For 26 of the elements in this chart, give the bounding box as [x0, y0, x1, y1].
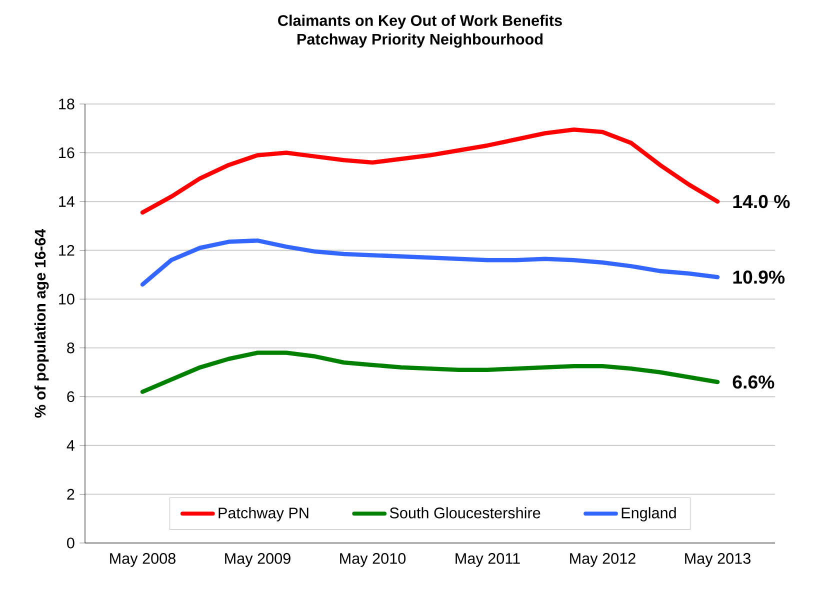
- chart-title: Claimants on Key Out of Work Benefits: [278, 14, 562, 29]
- y-tick-label: 8: [67, 342, 74, 354]
- annotation: 10.9%: [733, 270, 785, 284]
- x-tick-label: May 2012: [570, 553, 636, 567]
- y-tick-label: 4: [66, 440, 74, 451]
- x-tick-label: May 2013: [685, 553, 750, 567]
- x-tick-label: May 2009: [225, 553, 290, 567]
- legend-label: South Gloucestershire: [390, 507, 540, 518]
- y-axis-title: % of population age 16-64: [34, 229, 49, 418]
- y-tick-label: 10: [59, 294, 74, 305]
- x-tick-label: May 2010: [340, 553, 406, 567]
- legend-label: England: [622, 507, 676, 522]
- legend-label: Patchway PN: [218, 507, 308, 522]
- y-tick-label: 14: [59, 196, 74, 207]
- x-tick-label: May 2011: [456, 553, 520, 567]
- line-series: [140, 350, 720, 394]
- y-tick-label: 2: [67, 488, 74, 500]
- chart-subtitle: Patchway Priority Neighbourhood: [297, 33, 543, 48]
- x-tick-label: May 2008: [110, 553, 176, 567]
- annotation: 14.0 %: [733, 194, 790, 208]
- y-tick-label: 0: [67, 538, 74, 548]
- y-tick-label: 16: [59, 147, 74, 158]
- y-tick-label: 6: [67, 391, 74, 402]
- annotation: 6.6%: [732, 375, 774, 389]
- y-tick-label: 18: [59, 98, 74, 110]
- y-tick-label: 12: [59, 244, 74, 256]
